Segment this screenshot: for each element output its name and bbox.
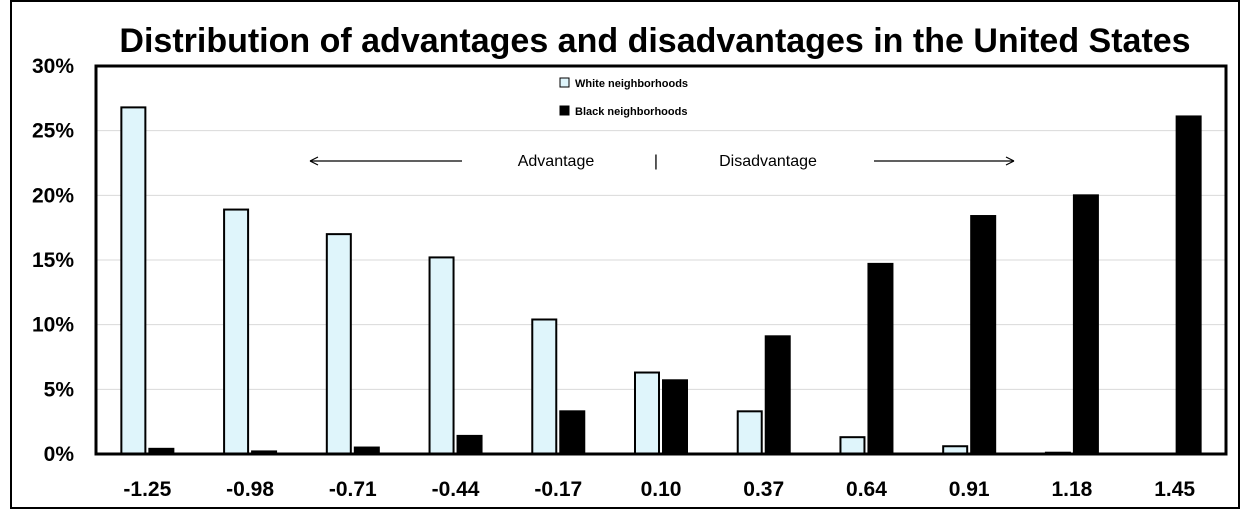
bar-black-1.18 [1072,194,1099,455]
bar-white--0.17 [531,318,558,456]
x-tick-label: 0.10 [641,478,682,501]
bars [120,106,1202,456]
disadvantage-label: Disadvantage [719,153,817,170]
chart-title: Distribution of advantages and disadvant… [119,22,1190,60]
x-tick-label: -0.98 [226,478,274,501]
x-tick-label: 1.45 [1154,478,1195,501]
bar-black-1.45 [1175,115,1202,455]
bar-black-0.91 [970,215,997,455]
y-tick-label: 10% [32,314,74,337]
divider-label: | [654,153,658,170]
x-tick-label: 0.37 [743,478,784,501]
x-tick-label: -0.71 [329,478,377,501]
advantage-label: Advantage [518,153,595,170]
bar-white--0.44 [428,256,455,455]
x-tick-label: -1.25 [123,478,171,501]
y-tick-label: 25% [32,120,74,143]
x-tick-label: 1.18 [1051,478,1092,501]
bar-white-0.37 [736,410,763,456]
legend-swatch-white [559,77,570,88]
legend-label-black: Black neighborhoods [575,106,687,118]
bar-black-0.64 [867,262,894,455]
gridlines [96,130,1226,390]
x-tick-label: 0.91 [949,478,990,501]
legend: White neighborhoods Black neighborhoods [559,77,688,118]
x-tick-label: -0.44 [432,478,480,501]
outer-frame [10,0,1240,509]
plot-frame [94,64,1228,456]
bar-white-0.64 [839,436,866,456]
legend-swatch-black [559,105,570,116]
y-tick-label: 0% [44,443,75,466]
right-arrow-head [1005,156,1015,166]
y-axis-ticks: 0% 5% 10% 15% 20% 25% 30% [32,55,74,466]
bar-black--0.44 [456,434,483,456]
bar-white--0.71 [325,233,352,455]
x-tick-label: -0.17 [534,478,582,501]
y-tick-label: 15% [32,249,74,272]
left-arrow-head [309,156,319,166]
legend-label-white: White neighborhoods [575,78,688,90]
y-tick-label: 30% [32,55,74,78]
bar-white-0.10 [634,371,660,455]
x-tick-label: 0.64 [846,478,887,501]
y-tick-label: 20% [32,184,74,207]
bar-black-0.10 [662,379,688,455]
bar-black--0.17 [559,410,586,456]
advantage-annotation: Advantage | Disadvantage [309,153,1015,170]
x-axis-ticks: -1.25 -0.98 -0.71 -0.44 -0.17 0.10 0.37 0.64 0.9… [123,478,1195,501]
bar-white--1.25 [120,106,147,456]
bar-black-0.37 [764,335,791,456]
y-tick-label: 5% [44,378,75,401]
bar-white--0.98 [223,208,250,455]
